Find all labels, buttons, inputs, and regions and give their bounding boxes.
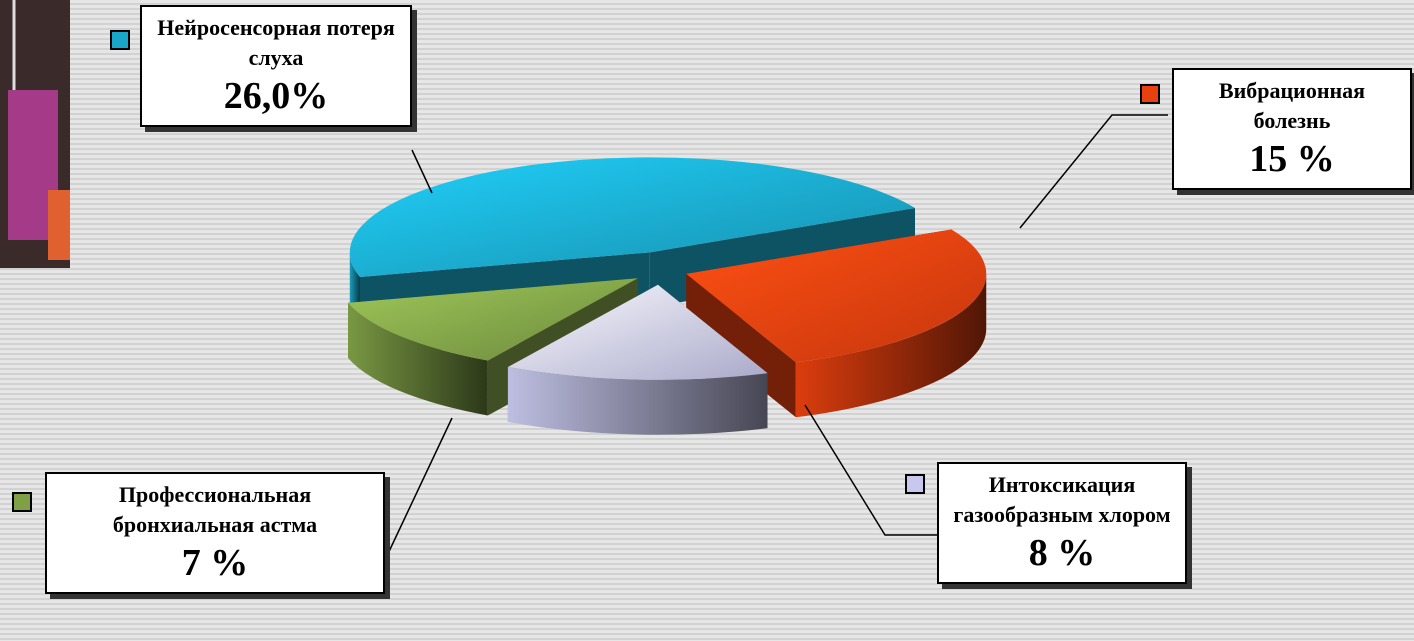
slice: [348, 278, 638, 361]
category-label: Нейросенсорная потеря слуха: [157, 15, 395, 70]
data-label: Интоксикация газообразным хлором 8 %: [937, 462, 1187, 584]
slice: [507, 284, 768, 380]
data-label: Профессиональная бронхиальная астма 7 %: [45, 472, 385, 594]
legend-swatch: [110, 30, 130, 50]
category-label: Интоксикация газообразным хлором: [953, 472, 1171, 527]
data-label: Вибрационная болезнь 15 %: [1172, 68, 1412, 190]
slice: [349, 157, 916, 277]
slice: [686, 229, 987, 363]
photo: [0, 0, 70, 268]
category-label: Вибрационная болезнь: [1218, 78, 1366, 133]
value-label: 7 %: [181, 542, 249, 584]
value-label: 8 %: [1028, 532, 1096, 574]
category-label: Профессиональная бронхиальная астма: [112, 482, 318, 537]
leader-lines: [384, 114, 1168, 561]
slice-side: [348, 302, 488, 416]
pie: [348, 157, 987, 435]
slice-side: [795, 273, 987, 418]
value-label: 26,0%: [223, 75, 329, 117]
legend-swatch: [1140, 84, 1160, 104]
value-label: 15 %: [1249, 138, 1335, 180]
data-label: Нейросенсорная потеря слуха 26,0%: [140, 5, 412, 127]
legend-swatch: [905, 474, 925, 494]
slice-wall: [686, 273, 796, 418]
legend-swatch: [12, 492, 32, 512]
slice-side: [507, 367, 768, 435]
